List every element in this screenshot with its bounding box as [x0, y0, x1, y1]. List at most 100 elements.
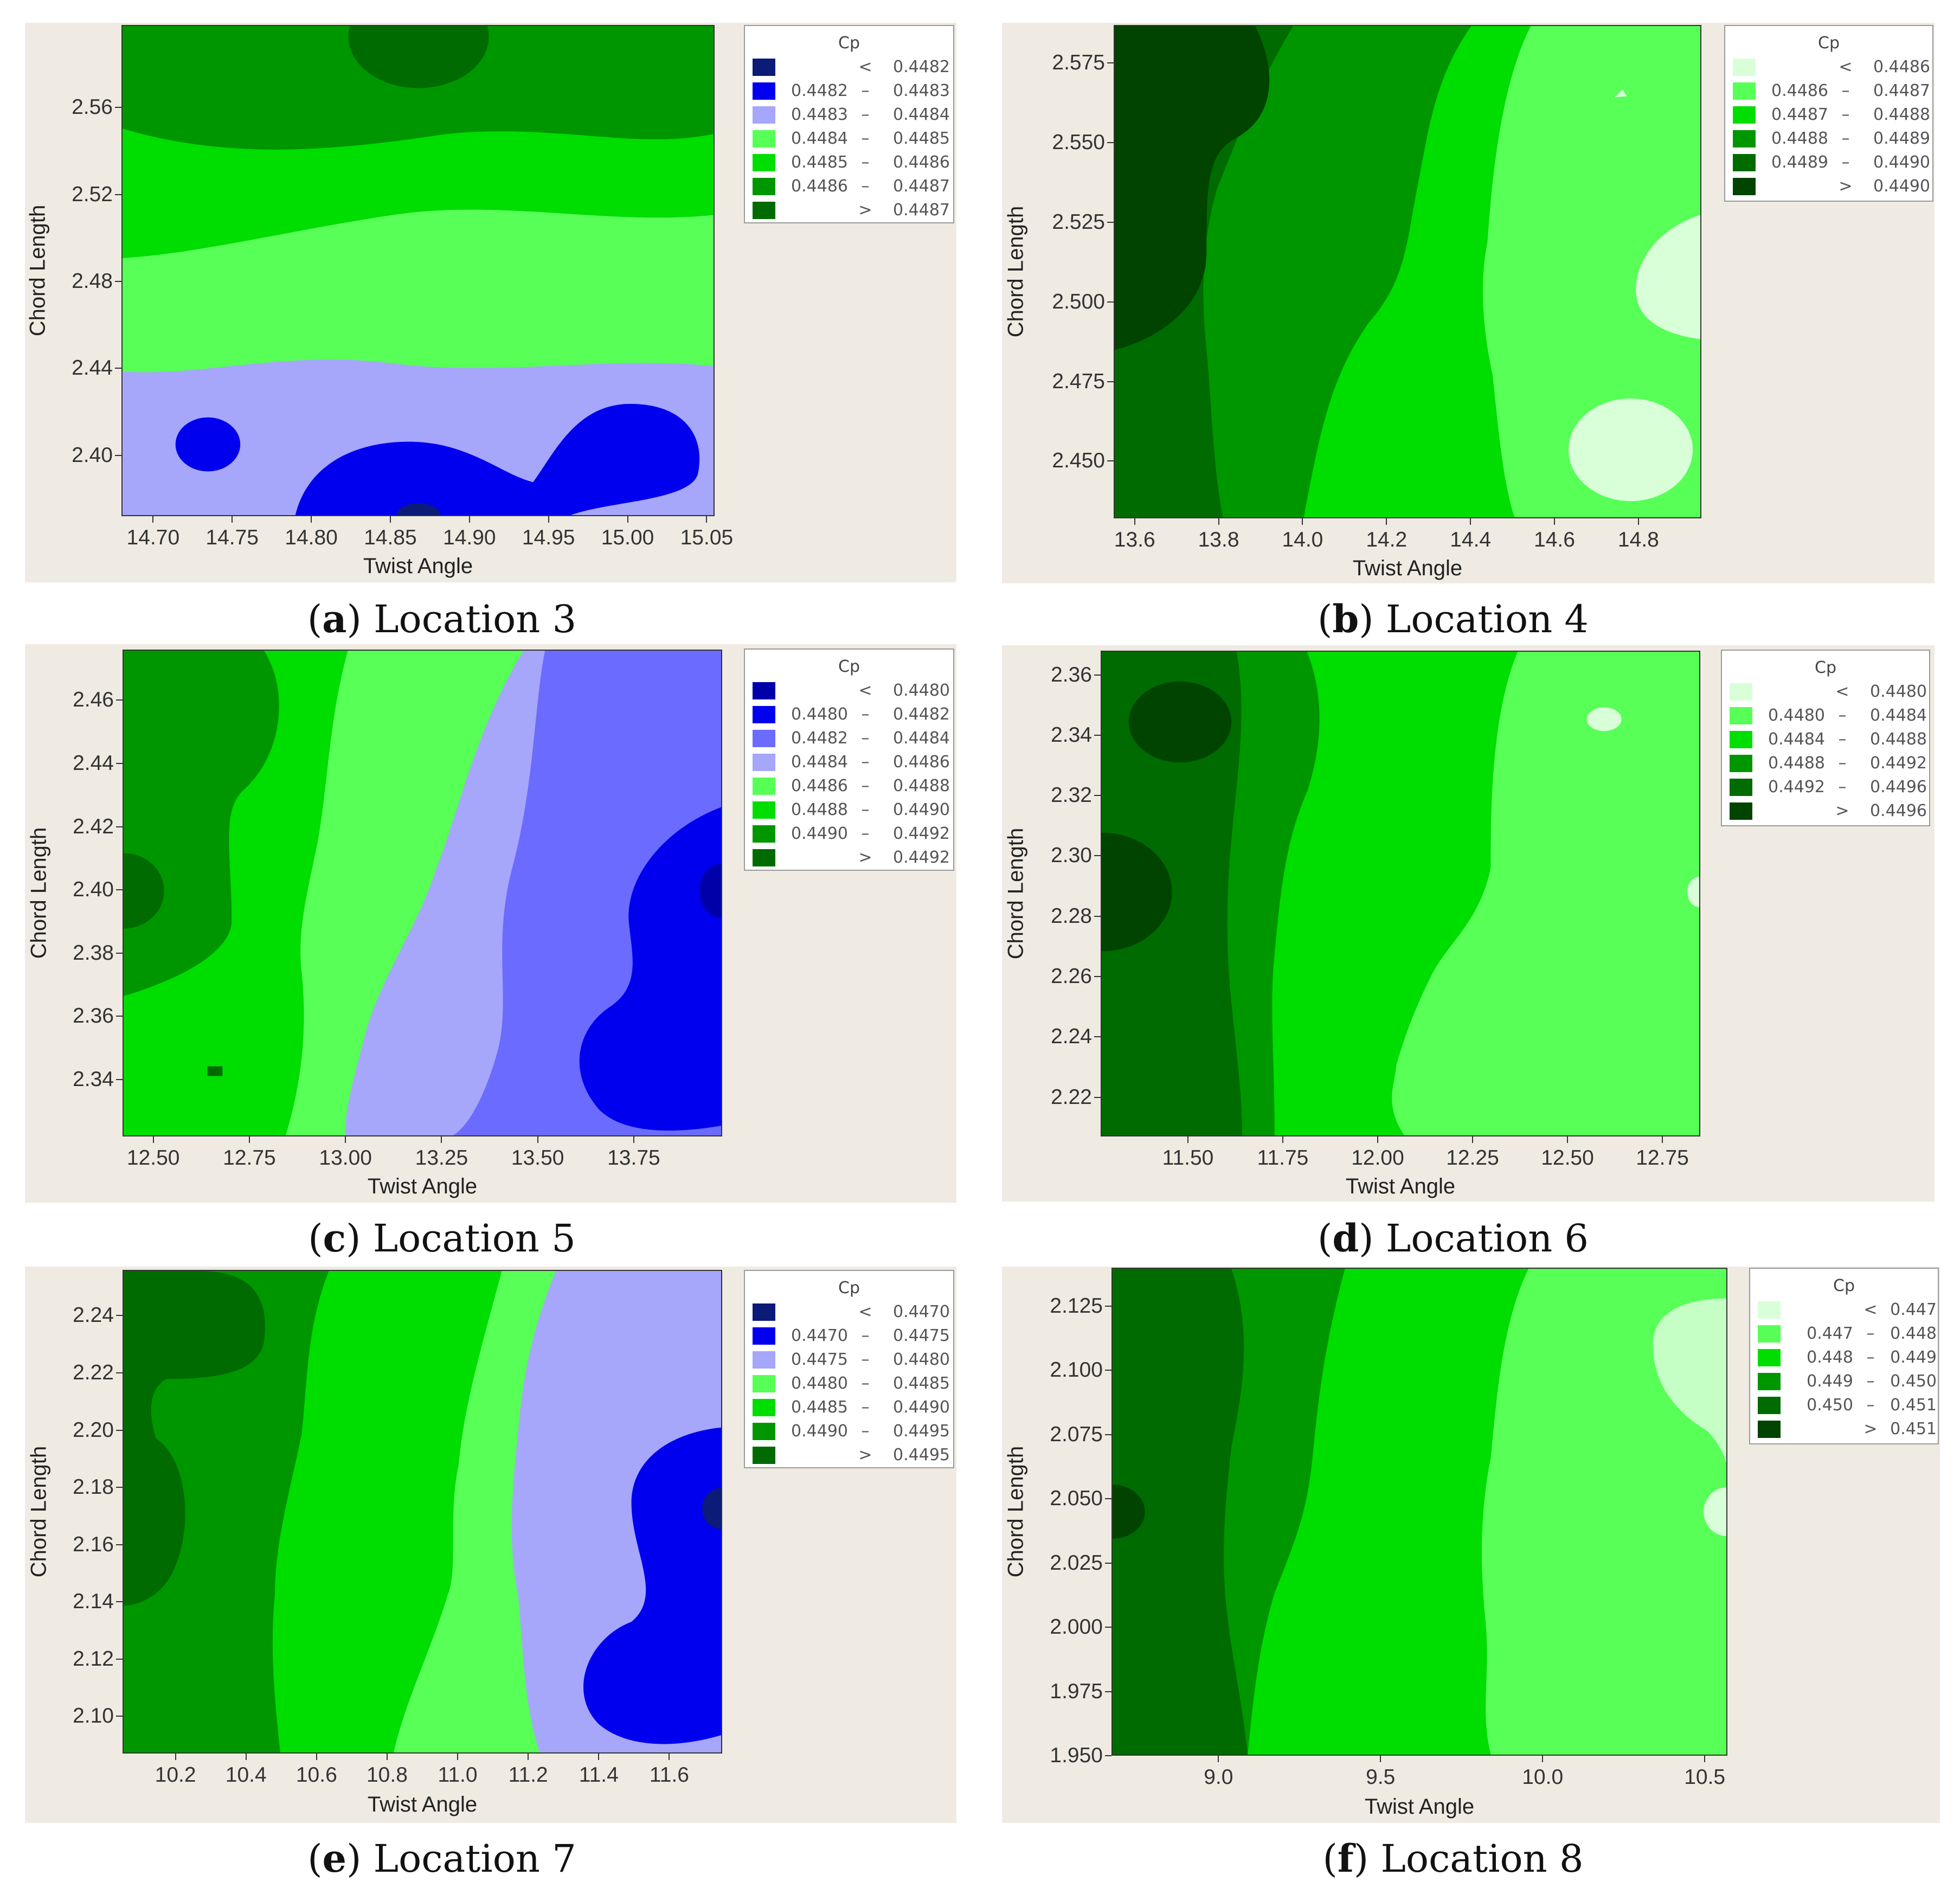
legend-swatch [753, 1399, 775, 1416]
x-tick-mark [311, 516, 312, 523]
x-tick-label: 11.0 [438, 1763, 478, 1787]
legend-a: Cp <0.4482 0.4482–0.4483 0.4483–0.4484 0.448… [744, 25, 954, 223]
legend-entry: <0.4480 [1722, 681, 1929, 703]
legend-entry: 0.4480– 0.4485 [745, 1373, 953, 1395]
cp-region [1586, 707, 1622, 731]
x-tick-label: 11.4 [579, 1763, 619, 1787]
x-tick-label: 10.6 [295, 1763, 337, 1787]
legend-high-value: 0.4480 [1870, 682, 1927, 701]
legend-high-value: 0.4492 [893, 824, 950, 843]
legend-operator: > [1835, 801, 1849, 820]
legend-operator: < [1835, 682, 1849, 701]
y-tick-mark [1107, 460, 1114, 462]
legend-operator: – [861, 81, 870, 100]
x-tick-mark [528, 1754, 529, 1760]
y-axis-label: Chord Length [27, 827, 51, 959]
x-tick-label: 11.75 [1257, 1146, 1309, 1170]
y-tick-label: 2.24 [73, 1303, 114, 1327]
legend-swatch [753, 778, 775, 795]
cp-region [1614, 89, 1627, 98]
cp-region [397, 503, 440, 515]
legend-swatch [1733, 106, 1756, 124]
legend-swatch [1758, 1349, 1781, 1366]
x-tick-mark [386, 1754, 388, 1760]
x-tick-label: 13.75 [607, 1146, 660, 1170]
legend-swatch [1758, 1373, 1781, 1390]
y-tick-label: 2.28 [1051, 904, 1092, 928]
y-tick-mark [115, 454, 121, 456]
y-tick-mark [116, 1372, 123, 1373]
legend-low-value: 0.4485 [791, 1398, 848, 1417]
legend-operator: > [858, 1446, 872, 1465]
legend-entry: 0.4486– 0.4488 [745, 775, 953, 797]
y-axis-label: Chord Length [27, 1446, 51, 1578]
legend-entry: 0.4484– 0.4488 [1722, 729, 1929, 750]
x-tick-mark [245, 1754, 247, 1760]
legend-title: Cp [1833, 1276, 1855, 1295]
x-tick-label: 13.25 [415, 1146, 468, 1170]
cp-region [1113, 1269, 1248, 1755]
x-tick-label: 13.00 [319, 1146, 372, 1170]
y-tick-label: 2.000 [1050, 1615, 1103, 1639]
y-tick-label: 2.44 [72, 356, 113, 380]
x-tick-mark [1472, 1136, 1473, 1143]
y-tick-label: 2.38 [73, 941, 114, 965]
y-tick-label: 2.44 [73, 751, 114, 775]
legend-operator: > [858, 201, 872, 220]
cp-region [699, 864, 721, 918]
y-tick-mark [116, 889, 123, 891]
legend-low-value: 0.4484 [1768, 730, 1825, 749]
x-tick-mark [1704, 1756, 1706, 1762]
legend-low-value: 0.450 [1807, 1396, 1853, 1415]
legend-high-value: 0.4490 [1873, 153, 1930, 172]
y-tick-label: 2.34 [1051, 723, 1092, 747]
legend-swatch [1733, 178, 1756, 195]
x-tick-mark [1662, 1136, 1663, 1143]
legend-high-value: 0.4486 [893, 153, 950, 172]
y-tick-mark [1105, 1306, 1111, 1307]
y-tick-mark [1094, 855, 1101, 857]
legend-operator: – [1838, 778, 1847, 797]
legend-entry: >0.4495 [745, 1444, 953, 1466]
y-tick-mark [1105, 1562, 1111, 1564]
x-tick-label: 13.8 [1198, 528, 1239, 551]
y-tick-mark [116, 1487, 123, 1488]
legend-swatch [1730, 779, 1752, 796]
x-tick-label: 14.8 [1617, 528, 1659, 551]
y-tick-label: 2.30 [1051, 844, 1092, 868]
legend-entry: >0.4492 [745, 847, 953, 869]
cp-region [1115, 26, 1270, 350]
legend-high-value: 0.451 [1890, 1420, 1937, 1438]
legend-entry: 0.4480– 0.4484 [1722, 705, 1929, 727]
x-tick-label: 9.5 [1366, 1765, 1396, 1789]
x-tick-mark [345, 1136, 346, 1143]
legend-low-value: 0.447 [1807, 1324, 1853, 1343]
y-tick-label: 2.075 [1050, 1422, 1103, 1446]
legend-entry: 0.447–0.448 [1750, 1323, 1938, 1345]
legend-low-value: 0.4470 [791, 1326, 848, 1345]
cp-region [124, 1271, 275, 1752]
x-tick-mark [468, 516, 470, 523]
x-tick-mark [441, 1136, 442, 1143]
legend-swatch [1758, 1397, 1781, 1414]
y-tick-mark [116, 1079, 123, 1081]
legend-low-value: 0.4488 [1771, 129, 1828, 148]
x-axis-label: Twist Angle [367, 1793, 478, 1816]
legend-swatch [1733, 82, 1756, 100]
y-tick-label: 2.36 [73, 1004, 114, 1028]
caption-f: (f) Location 8 [1322, 1836, 1584, 1881]
legend-high-value: 0.4486 [1873, 57, 1930, 76]
legend-entry: 0.4490– 0.4492 [745, 823, 953, 845]
legend-e: Cp <0.4470 0.4470–0.4475 0.4475–0.4480 0.448… [744, 1270, 954, 1468]
legend-d: Cp <0.4480 0.4480–0.4484 0.4484–0.4488 0.448… [1721, 650, 1930, 826]
legend-operator: – [1866, 1396, 1875, 1415]
legend-swatch [753, 1423, 775, 1440]
legend-title: Cp [838, 1279, 860, 1298]
legend-operator: – [1841, 81, 1850, 100]
y-tick-label: 2.52 [72, 182, 113, 206]
y-tick-mark [1105, 1434, 1111, 1435]
legend-low-value: 0.4490 [791, 824, 848, 843]
legend-operator: < [1863, 1300, 1878, 1319]
legend-low-value: 0.4482 [791, 729, 848, 748]
cp-region [1568, 398, 1693, 502]
